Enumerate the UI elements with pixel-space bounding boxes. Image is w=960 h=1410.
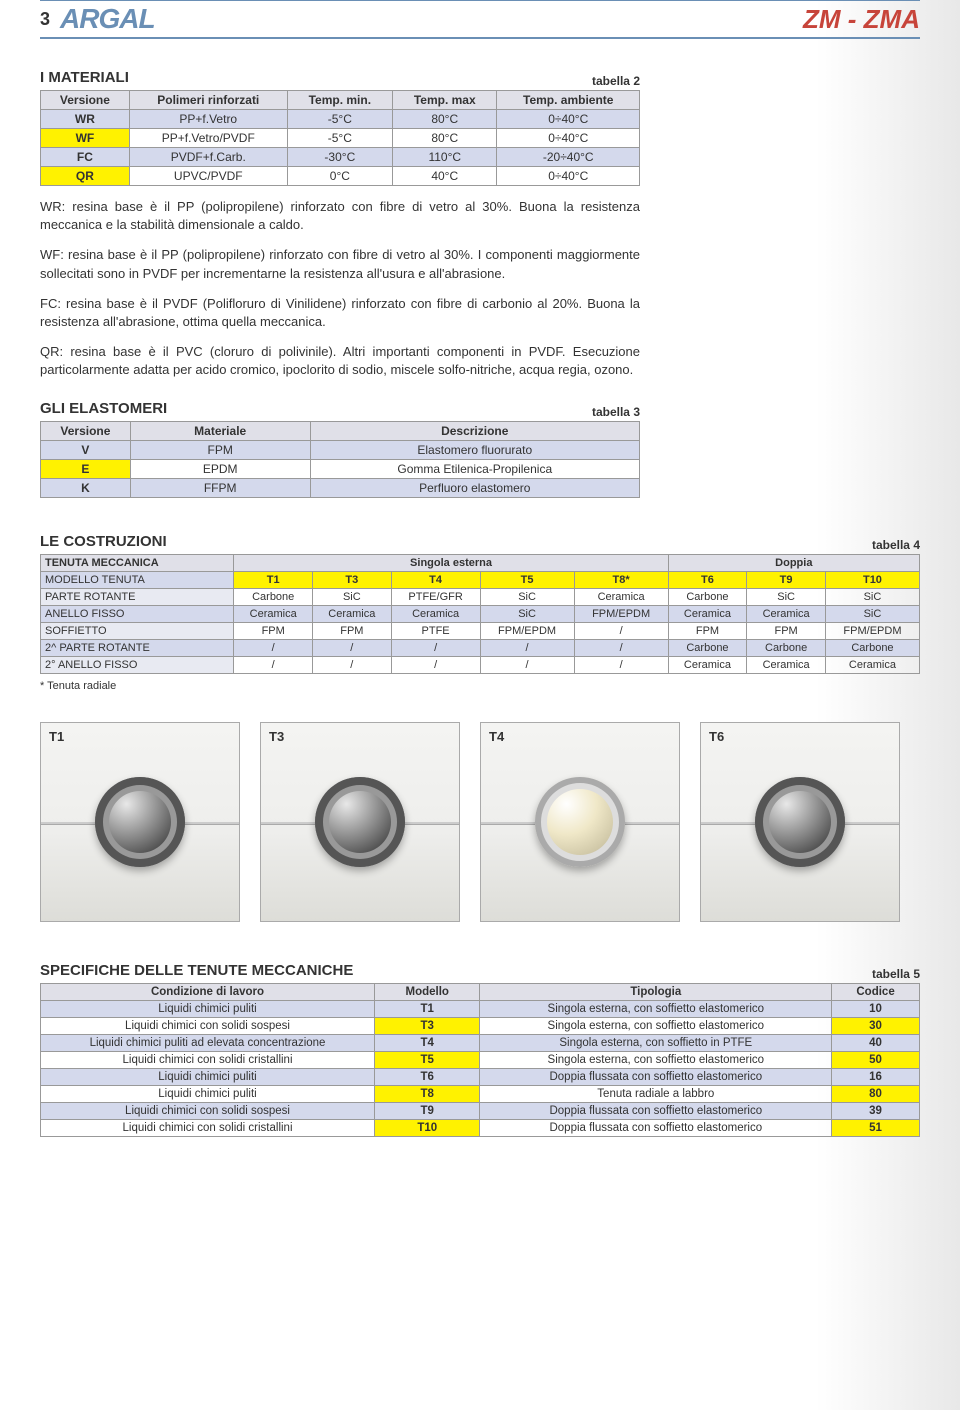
seal-icon	[535, 777, 625, 867]
table-row: PARTE ROTANTE CarboneSiCPTFE/GFRSiCCeram…	[41, 588, 920, 605]
photo-row: T1 T3 T4 T6	[40, 722, 920, 922]
seal-icon	[95, 777, 185, 867]
col-tamb: Temp. ambiente	[497, 91, 640, 110]
paragraph-fc: FC: resina base è il PVDF (Polifloruro d…	[40, 295, 640, 331]
table-row: Liquidi chimici puliti ad elevata concen…	[41, 1034, 920, 1051]
table-row: Liquidi chimici puliti T6 Doppia flussat…	[41, 1068, 920, 1085]
specifiche-table: Condizione di lavoro Modello Tipologia C…	[40, 983, 920, 1137]
table-row: SOFFIETTO FPMFPMPTFEFPM/EPDM/FPMFPMFPM/E…	[41, 622, 920, 639]
photo-t6: T6	[700, 722, 900, 922]
seal-icon	[315, 777, 405, 867]
table-row: 2^ PARTE ROTANTE /////CarboneCarboneCarb…	[41, 639, 920, 656]
photo-t3: T3	[260, 722, 460, 922]
table-row: Liquidi chimici puliti T8 Tenuta radiale…	[41, 1085, 920, 1102]
table-row: Liquidi chimici con solidi cristallini T…	[41, 1119, 920, 1136]
table-row: WR PP+f.Vetro -5°C 80°C 0÷40°C	[41, 110, 640, 129]
footnote-tenuta: * Tenuta radiale	[40, 680, 920, 692]
paragraph-wr: WR: resina base è il PP (polipropilene) …	[40, 198, 640, 234]
tabella2-label: tabella 2	[592, 74, 640, 88]
page-header: 3 ARGAL ZM - ZMA	[40, 0, 920, 39]
table-row: K FFPM Perfluoro elastomero	[41, 478, 640, 497]
table-row: Liquidi chimici con solidi sospesi T9 Do…	[41, 1102, 920, 1119]
photo-t4: T4	[480, 722, 680, 922]
photo-t1: T1	[40, 722, 240, 922]
materiali-title: I MATERIALI	[40, 69, 129, 86]
product-code: ZM - ZMA	[803, 4, 920, 35]
specifiche-title: SPECIFICHE DELLE TENUTE MECCANICHE	[40, 962, 353, 979]
brand-logo: ARGAL	[60, 3, 803, 35]
elastomeri-table: Versione Materiale Descrizione V FPM Ela…	[40, 421, 640, 498]
elastomeri-title: GLI ELASTOMERI	[40, 400, 167, 417]
tabella3-label: tabella 3	[592, 405, 640, 419]
paragraph-qr: QR: resina base è il PVC (cloruro di pol…	[40, 343, 640, 379]
table-row: Liquidi chimici puliti T1 Singola estern…	[41, 1000, 920, 1017]
model-row: MODELLO TENUTA T1 T3 T4 T5 T8* T6 T9 T10	[41, 571, 920, 588]
col-tmin: Temp. min.	[287, 91, 392, 110]
table-row: Liquidi chimici con solidi sospesi T3 Si…	[41, 1017, 920, 1034]
table-row: 2° ANELLO FISSO /////CeramicaCeramicaCer…	[41, 656, 920, 673]
table-row: ANELLO FISSO CeramicaCeramicaCeramicaSiC…	[41, 605, 920, 622]
seal-icon	[755, 777, 845, 867]
table-row: QR UPVC/PVDF 0°C 40°C 0÷40°C	[41, 167, 640, 186]
col-versione: Versione	[41, 91, 130, 110]
tabella4-label: tabella 4	[872, 538, 920, 552]
table-row: WF PP+f.Vetro/PVDF -5°C 80°C 0÷40°C	[41, 129, 640, 148]
materiali-table: Versione Polimeri rinforzati Temp. min. …	[40, 90, 640, 186]
tabella5-label: tabella 5	[872, 967, 920, 981]
table-row: V FPM Elastomero fluorurato	[41, 440, 640, 459]
table-row: FC PVDF+f.Carb. -30°C 110°C -20÷40°C	[41, 148, 640, 167]
table-row: Liquidi chimici con solidi cristallini T…	[41, 1051, 920, 1068]
page-number: 3	[40, 9, 50, 30]
table-row: E EPDM Gomma Etilenica-Propilenica	[41, 459, 640, 478]
col-polimeri: Polimeri rinforzati	[129, 91, 287, 110]
paragraph-wf: WF: resina base è il PP (polipropilene) …	[40, 246, 640, 282]
costruzioni-table: TENUTA MECCANICA Singola esterna Doppia …	[40, 554, 920, 674]
costruzioni-title: LE COSTRUZIONI	[40, 533, 167, 550]
col-tmax: Temp. max	[393, 91, 497, 110]
